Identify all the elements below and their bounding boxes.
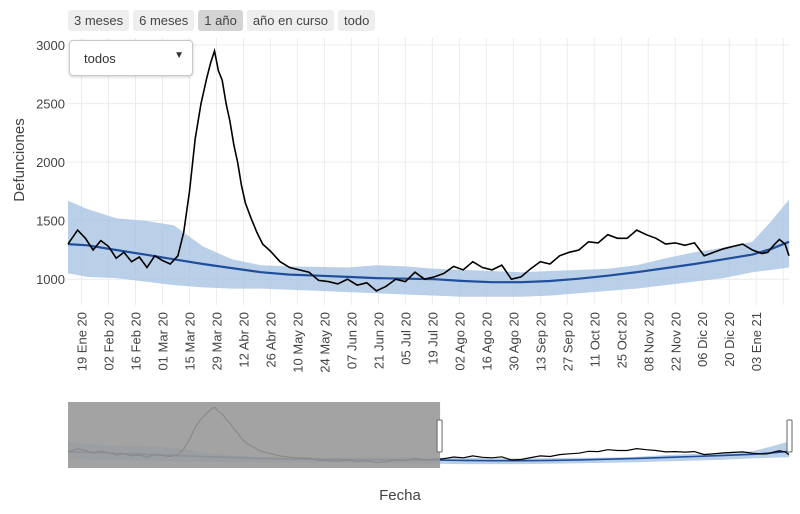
x-tick-label: 27 Sep 20 <box>560 312 575 371</box>
x-tick-label: 21 Jun 20 <box>371 312 386 369</box>
x-tick-label: 03 Ene 21 <box>749 312 764 371</box>
y-axis-title: Defunciones <box>11 118 28 201</box>
x-tick-label: 11 Oct 20 <box>587 312 602 367</box>
y-tick-label: 2000 <box>36 155 65 170</box>
range-slider-handle-right[interactable] <box>786 419 793 453</box>
range-slider[interactable] <box>67 402 793 468</box>
x-tick-label: 13 Sep 20 <box>533 312 548 371</box>
x-tick-label: 24 May 20 <box>317 312 332 373</box>
x-tick-label: 08 Nov 20 <box>641 312 656 371</box>
region-selector[interactable]: todos ▼ <box>69 40 193 76</box>
range-1-year-button[interactable]: 1 año <box>198 10 243 31</box>
range-slider-unselected-mask <box>68 402 441 468</box>
range-3-months-button[interactable]: 3 meses <box>68 10 130 31</box>
x-tick-label: 16 Ago 20 <box>479 312 494 371</box>
range-slider-handle-left[interactable] <box>436 419 443 453</box>
x-tick-label: 02 Feb 20 <box>102 312 117 371</box>
x-tick-label: 19 Ene 20 <box>75 312 90 371</box>
x-tick-label: 22 Nov 20 <box>668 312 683 371</box>
x-tick-label: 25 Oct 20 <box>614 312 629 368</box>
range-6-months-button[interactable]: 6 meses <box>133 10 195 31</box>
x-tick-label: 07 Jun 20 <box>344 312 359 369</box>
x-tick-label: 06 Dic 20 <box>695 312 710 367</box>
x-tick-label: 01 Mar 20 <box>156 312 171 371</box>
x-tick-label: 30 Ago 20 <box>506 312 521 371</box>
x-tick-label: 20 Dic 20 <box>722 312 737 367</box>
y-tick-label: 1500 <box>36 214 65 229</box>
y-tick-label: 2500 <box>36 97 65 112</box>
x-axis: 19 Ene 20 02 Feb 20 16 Feb 20 01 Mar 20 15 M… <box>75 312 765 373</box>
expected-band <box>68 199 789 297</box>
x-tick-label: 16 Feb 20 <box>129 312 144 371</box>
observed-line <box>67 47 790 292</box>
range-all-button[interactable]: todo <box>338 10 376 31</box>
range-ytd-button[interactable]: año en curso <box>246 10 334 31</box>
y-tick-label: 3000 <box>36 38 65 53</box>
x-tick-label: 02 Ago 20 <box>452 312 467 371</box>
y-tick-label: 1000 <box>36 272 65 287</box>
x-axis-title: Fecha <box>379 487 421 504</box>
triangle-down-icon: ▼ <box>174 50 184 61</box>
x-tick-label: 12 Abr 20 <box>236 312 251 368</box>
x-tick-label: 26 Abr 20 <box>263 312 278 368</box>
x-tick-label: 05 Jul 20 <box>398 312 413 365</box>
x-tick-label: 29 Mar 20 <box>209 312 224 371</box>
x-tick-label: 10 May 20 <box>290 312 305 373</box>
x-tick-label: 15 Mar 20 <box>183 312 198 371</box>
x-tick-label: 19 Jul 20 <box>425 312 440 365</box>
range-selector: 3 meses 6 meses 1 año año en curso todo <box>68 10 376 31</box>
expected-line <box>67 240 790 284</box>
y-axis: 1000 1500 2000 2500 3000 <box>36 38 65 287</box>
region-selector-value: todos <box>84 51 116 66</box>
